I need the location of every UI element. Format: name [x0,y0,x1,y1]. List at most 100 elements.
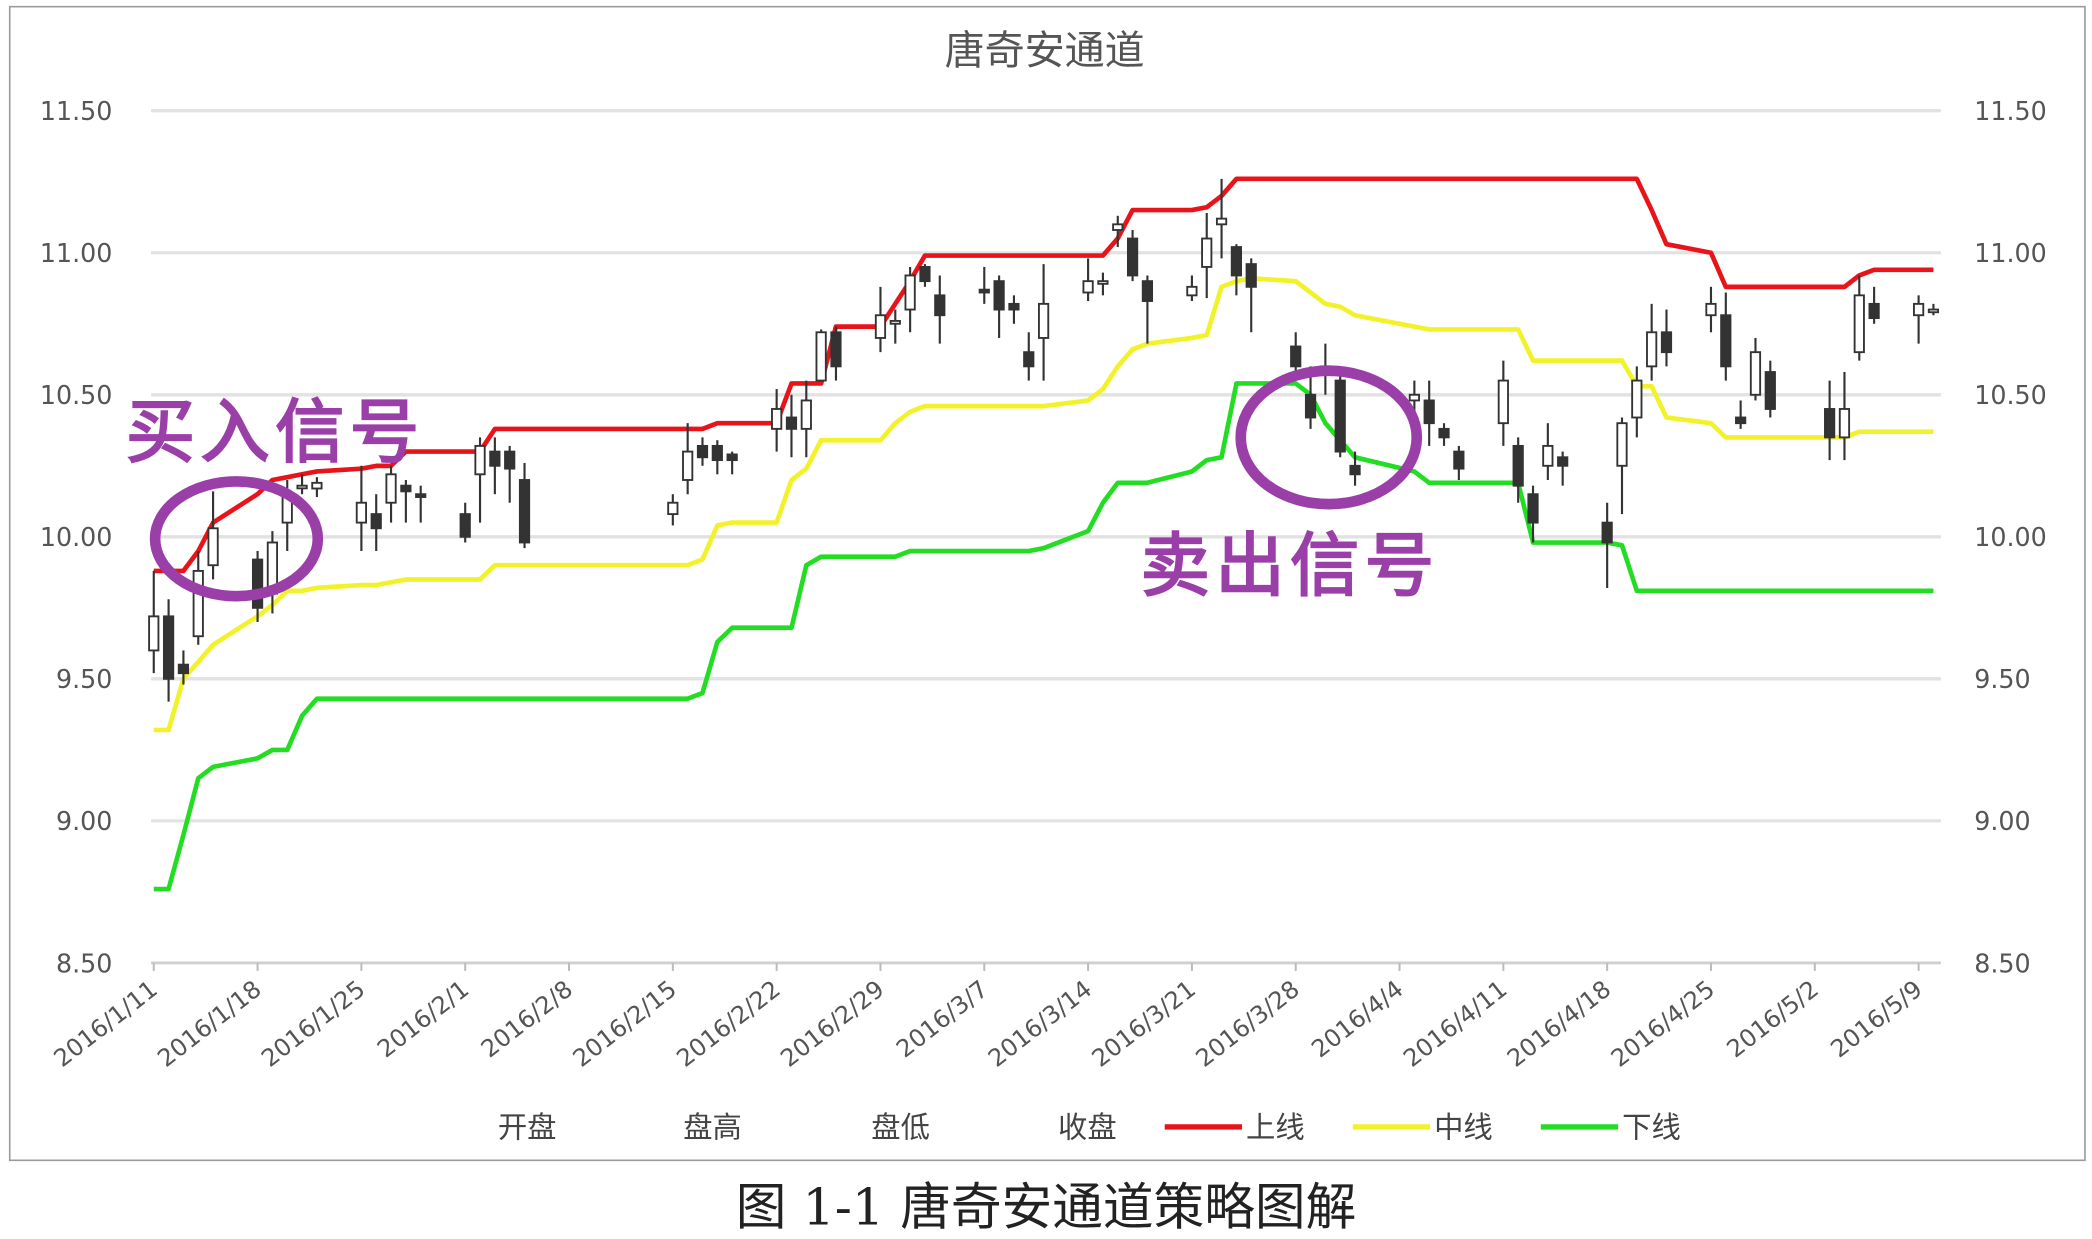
candle-body [385,473,397,504]
candle [978,266,990,304]
y-tick-label: 9.50 [56,664,112,694]
candle-body [1913,302,1925,317]
candle [1245,258,1257,333]
legend-item-label: 上线 [1246,1111,1305,1145]
candle-body [1008,302,1020,311]
candle-body [726,453,738,462]
series-line-3 [153,381,1934,892]
y-tick-label-right: 11.50 [1974,96,2047,126]
candle [1853,275,1865,361]
candle [682,423,694,495]
sell-signal-label: 卖出信号 [1141,526,1440,606]
candle [1868,286,1880,324]
candle [518,462,531,549]
candle [459,502,471,543]
candle-body [474,444,486,476]
candle-body [1512,444,1524,487]
candle-body [1853,294,1865,354]
candle [919,264,931,287]
candle [400,479,412,523]
candle-body [459,513,471,538]
candle [296,474,308,495]
figure-caption: 图 1-1 唐奇安通道策略图解 [736,1177,1357,1236]
candle [474,437,486,523]
candle [1023,332,1035,381]
candle-body [1290,345,1302,368]
candle-body [1186,285,1198,297]
candle [1660,309,1673,367]
candle [1616,417,1628,515]
candle-body [1230,246,1242,277]
chart-title: 唐奇安通道 [945,28,1145,74]
buy-signal-circle [149,476,324,602]
candle [1141,275,1154,344]
candle [370,494,382,552]
candle [489,437,501,495]
candle [148,570,160,674]
candle-body [1927,308,1940,314]
legend-item-label: 下线 [1622,1111,1681,1145]
candle-body [1824,408,1836,439]
candle [1512,437,1524,503]
legend-item-label: 中线 [1434,1111,1493,1145]
candle-body [1557,456,1569,467]
candle-body [1764,371,1776,410]
candle-body [1215,217,1228,226]
candle [1720,292,1732,381]
y-tick-label: 8.50 [56,948,112,978]
legend-item-label: 盘高 [683,1111,742,1145]
y-tick-label-right: 10.50 [1974,380,2047,410]
candle [1749,337,1762,401]
candle-body [1527,493,1539,524]
candle [177,650,190,685]
candle-body [311,481,323,490]
candle-body [1601,521,1613,544]
candle [830,326,842,381]
candle [1927,303,1940,316]
candle [934,275,946,344]
candle [696,437,709,466]
candle-body [1423,399,1435,425]
candle-body [785,416,798,430]
legend-item-label: 收盘 [1058,1111,1117,1145]
y-tick-label: 11.00 [40,238,113,268]
candle [1201,212,1213,299]
grid-lines [151,109,1941,965]
candle [192,551,204,645]
candle [504,445,516,503]
candle-body [1141,280,1154,302]
candle [1824,380,1836,461]
candle [1838,372,1851,461]
candle-body [518,479,531,544]
candle [1423,380,1435,446]
candle [1037,264,1050,381]
candle-body [919,266,931,283]
y-tick-label-right: 10.00 [1974,522,2047,552]
candle-body [800,399,812,430]
candle [1705,286,1717,333]
candlesticks [148,178,1940,702]
candle [993,275,1005,338]
candle [726,451,738,475]
candle-body [370,513,382,530]
candle-body [177,663,190,675]
candle [1453,445,1465,480]
candle-body [1245,263,1257,288]
legend-item-label: 开盘 [498,1111,557,1145]
candle-body [1497,379,1509,425]
candle-body [1720,314,1732,368]
candle [785,394,798,458]
y-axis-left: 8.50 9.00 9.50 10.00 10.50 11.00 11.50 [40,96,113,978]
candle-body [993,280,1005,311]
candle-body [934,294,946,317]
candle [1497,360,1509,446]
candle [355,465,367,552]
candle-body [1542,444,1554,467]
candle-body [251,558,264,609]
candle [1913,295,1925,344]
candle-body [1705,302,1717,317]
candle [667,494,679,526]
candle-body [711,444,723,462]
